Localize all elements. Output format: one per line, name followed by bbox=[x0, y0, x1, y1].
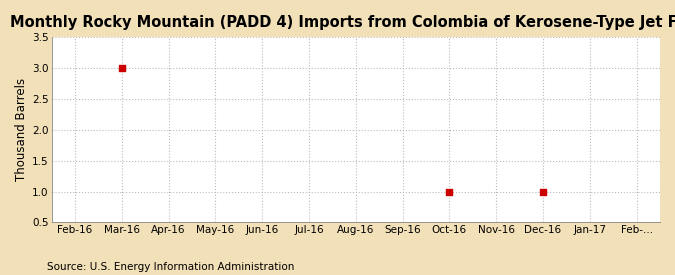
Title: Monthly Rocky Mountain (PADD 4) Imports from Colombia of Kerosene-Type Jet Fuel: Monthly Rocky Mountain (PADD 4) Imports … bbox=[9, 15, 675, 30]
Point bbox=[444, 189, 455, 194]
Y-axis label: Thousand Barrels: Thousand Barrels bbox=[15, 78, 28, 181]
Point bbox=[116, 65, 127, 70]
Text: Source: U.S. Energy Information Administration: Source: U.S. Energy Information Administ… bbox=[47, 262, 294, 272]
Point bbox=[537, 189, 548, 194]
